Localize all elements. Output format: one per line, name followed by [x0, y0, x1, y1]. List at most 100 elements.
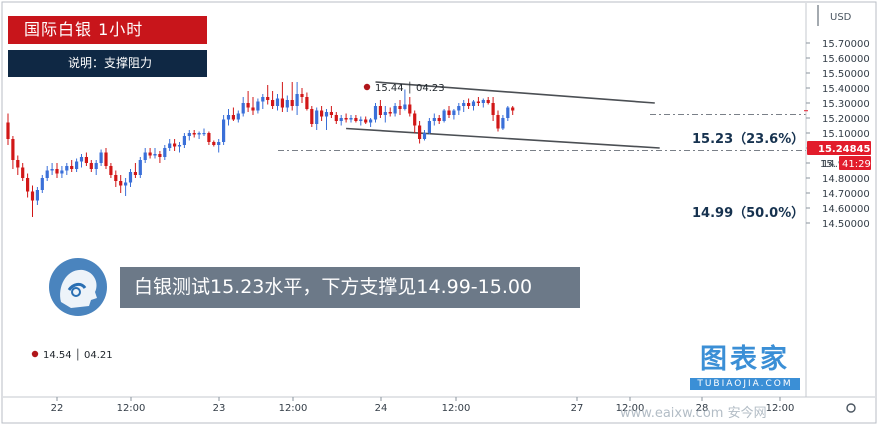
time-tick-label: 12:00: [442, 403, 471, 414]
candle-body: [217, 142, 221, 145]
price-tick-label: 15.40000: [822, 84, 870, 95]
candle-body: [266, 97, 270, 100]
price-tick-label: 15.20000: [822, 114, 870, 125]
brand-name: 图表家: [700, 344, 790, 375]
candle-body: [403, 104, 407, 109]
candle-body: [295, 94, 299, 106]
candle-body: [231, 115, 235, 120]
time-tick-label: 23: [213, 403, 226, 414]
candle-body: [427, 121, 431, 133]
candle-series: [6, 82, 515, 217]
candle-body: [21, 167, 25, 178]
candle-body: [104, 152, 108, 166]
candle-body: [452, 110, 456, 115]
price-tick-label: 15.10000: [822, 129, 870, 140]
price-tick-label: 15.50000: [822, 69, 870, 80]
candle-body: [124, 182, 128, 186]
candle-body: [334, 115, 338, 121]
candle-body: [153, 154, 157, 156]
chart-note: 说明：支撑阻力: [8, 50, 207, 77]
level-label: 14.99（50.0%）: [692, 205, 804, 221]
candle-body: [398, 106, 402, 109]
candle-body: [393, 106, 397, 114]
settings-gear-icon: [846, 403, 856, 413]
candle-body: [422, 133, 427, 139]
head-logo-icon: [49, 258, 107, 316]
candle-body: [329, 112, 333, 115]
channel-lower-line: [346, 127, 660, 149]
candle-body: [388, 112, 392, 114]
countdown-badge: [839, 156, 871, 170]
candle-body: [222, 119, 226, 142]
candle-body: [94, 163, 98, 169]
candle-body: [138, 160, 142, 175]
price-axis: USD 15.70000 15.60000 15.50000 15.40000 15.30…: [804, 3, 871, 397]
candle-body: [30, 191, 35, 201]
currency-label: USD: [830, 12, 852, 23]
candle-body: [84, 157, 88, 163]
footer-watermark: www.eaixw.com 安今网: [620, 406, 767, 421]
candle-body: [177, 145, 182, 147]
price-tick-label: 14.70000: [822, 189, 870, 200]
candle-body: [324, 112, 329, 117]
time-tick-label: 22: [51, 403, 64, 414]
candle-body: [320, 110, 324, 117]
candle-body: [79, 157, 84, 162]
candle-body: [315, 110, 319, 124]
level-labels: 15.44 │ 04.23 14.54 │ 04.21 15.23（23.6%） 14…: [31, 81, 804, 361]
candle-body: [437, 118, 441, 121]
candle-body: [148, 152, 152, 156]
candle-body: [349, 118, 353, 120]
candle-body: [310, 109, 314, 124]
candle-body: [187, 133, 191, 136]
candle-body: [89, 163, 93, 169]
candle-body: [290, 100, 294, 106]
candle-body: [442, 110, 446, 121]
candle-body: [305, 97, 309, 109]
candle-body: [481, 100, 485, 103]
channel-upper-line: [375, 81, 655, 104]
time-axis: 22 12:00 23 12:00 24 12:00 27 12:00 28 12:00: [3, 396, 875, 414]
candle-body: [143, 152, 147, 160]
current-price-badge: [807, 141, 871, 155]
price-tick-label: 15.70000: [822, 39, 870, 50]
candle-body: [364, 119, 368, 123]
candle-body: [432, 118, 436, 121]
candle-body: [378, 106, 382, 115]
candle-body: [261, 97, 265, 102]
high-marker-label: 15.44 │ 04.23: [375, 81, 445, 94]
candle-body: [173, 143, 177, 147]
current-price-label: 15.24845: [818, 144, 871, 155]
candle-body: [26, 178, 30, 192]
candle-body: [128, 172, 133, 183]
candle-body: [182, 136, 186, 145]
candle-body: [202, 133, 206, 135]
candle-body: [168, 143, 172, 148]
candle-body: [70, 166, 74, 169]
candle-body: [45, 170, 49, 178]
candle-body: [511, 107, 515, 111]
candle-body: [11, 139, 15, 160]
price-tick-label: 14.50000: [822, 219, 870, 230]
candle-body: [462, 103, 466, 106]
candle-body: [251, 107, 255, 111]
brand-watermark: 图表家 TUBIAOJIA.COM: [690, 345, 800, 390]
candle-body: [133, 172, 137, 175]
time-tick-label: 28: [696, 403, 709, 414]
time-tick-label: 24: [375, 403, 388, 414]
candle-body: [75, 161, 79, 169]
candle-body: [471, 101, 476, 106]
high-marker: [363, 83, 371, 91]
candle-body: [256, 101, 260, 111]
candle-body: [486, 100, 490, 103]
chart-caption: 白银测试15.23水平，下方支撑见14.99-15.00: [120, 267, 580, 308]
candle-body: [359, 119, 363, 121]
brand-site: TUBIAOJIA.COM: [690, 378, 800, 390]
candle-body: [212, 142, 216, 145]
candle-body: [192, 133, 196, 135]
candle-body: [40, 178, 44, 190]
candle-body: [55, 169, 59, 174]
candle-body: [413, 113, 417, 126]
